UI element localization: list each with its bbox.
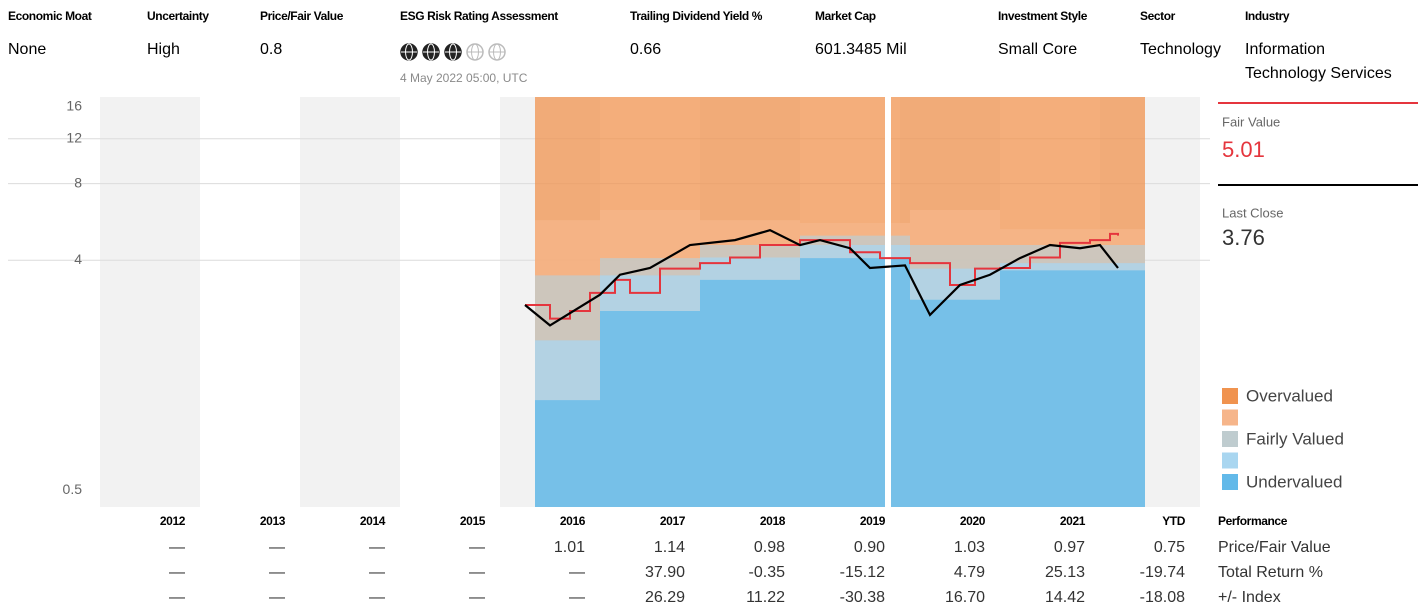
legend-swatch: [1222, 431, 1238, 447]
data-gap: [885, 97, 891, 507]
table-cell: —: [469, 539, 485, 556]
header-value: None: [8, 41, 46, 58]
table-cell: -30.38: [840, 589, 885, 606]
year-label: 2012: [160, 514, 186, 528]
header-value: 0.66: [630, 41, 661, 58]
legend-swatch: [1222, 452, 1238, 469]
last-close: 3.76: [1222, 225, 1265, 250]
legend-swatch: [1222, 409, 1238, 426]
table-cell: 0.90: [854, 539, 885, 556]
table-cell: —: [169, 589, 185, 606]
year-label: YTD: [1162, 514, 1186, 528]
table-cell: —: [169, 539, 185, 556]
table-cell: -19.74: [1140, 564, 1185, 581]
table-header: Performance: [1218, 514, 1288, 528]
year-label: 2019: [860, 514, 886, 528]
header-label: Market Cap: [815, 9, 876, 23]
table-cell: —: [469, 589, 485, 606]
fair-value-line: [525, 232, 1119, 320]
year-label: 2020: [960, 514, 986, 528]
table-cell: 25.13: [1045, 564, 1085, 581]
fair-value: 5.01: [1222, 137, 1265, 162]
table-cell: —: [369, 564, 385, 581]
row-label: Price/Fair Value: [1218, 539, 1331, 556]
y-tick-label: 8: [74, 174, 82, 190]
y-tick-label: 12: [66, 129, 82, 145]
table-cell: —: [269, 564, 285, 581]
y-tick-label: 0.5: [63, 481, 83, 497]
esg-date: 4 May 2022 05:00, UTC: [400, 71, 528, 85]
table-cell: —: [169, 564, 185, 581]
year-label: 2018: [760, 514, 786, 528]
fair-value-label: Fair Value: [1222, 114, 1280, 129]
row-label: Total Return %: [1218, 564, 1323, 581]
table-cell: 1.01: [554, 539, 585, 556]
table-cell: 1.14: [654, 539, 685, 556]
table-cell: -18.08: [1140, 589, 1185, 606]
table-cell: 26.29: [645, 589, 685, 606]
header-label: ESG Risk Rating Assessment: [400, 9, 558, 23]
header-label: Uncertainty: [147, 9, 209, 23]
table-cell: 0.75: [1154, 539, 1185, 556]
header-value: Technology: [1140, 41, 1221, 58]
y-tick-label: 4: [74, 251, 82, 267]
header-label: Price/Fair Value: [260, 9, 344, 23]
table-cell: 4.79: [954, 564, 985, 581]
year-label: 2017: [660, 514, 686, 528]
header-value: 0.8: [260, 41, 282, 58]
table-cell: —: [569, 589, 585, 606]
legend-swatch: [1222, 388, 1238, 404]
table-cell: 1.03: [954, 539, 985, 556]
table-cell: -15.12: [840, 564, 885, 581]
header-label: Sector: [1140, 9, 1176, 23]
year-label: 2016: [560, 514, 586, 528]
table-cell: 0.98: [754, 539, 785, 556]
y-tick-label: 16: [66, 98, 82, 114]
header-label: Economic Moat: [8, 9, 92, 23]
header-label: Industry: [1245, 9, 1290, 23]
table-cell: 16.70: [945, 589, 985, 606]
year-label: 2013: [260, 514, 286, 528]
table-cell: —: [369, 589, 385, 606]
year-label: 2014: [360, 514, 386, 528]
year-label: 2015: [460, 514, 486, 528]
valuation-band: [535, 258, 1145, 507]
header-label: Investment Style: [998, 9, 1088, 23]
table-cell: 0.97: [1054, 539, 1085, 556]
column-band: [300, 97, 400, 507]
table-cell: -0.35: [749, 564, 786, 581]
table-cell: —: [269, 539, 285, 556]
legend-swatch: [1222, 474, 1238, 490]
header-value: Small Core: [998, 41, 1077, 58]
legend-label: Overvalued: [1246, 386, 1333, 405]
table-cell: 37.90: [645, 564, 685, 581]
table-cell: —: [269, 589, 285, 606]
table-cell: —: [469, 564, 485, 581]
legend-label: Fairly Valued: [1246, 429, 1344, 448]
table-cell: 11.22: [746, 589, 785, 606]
column-band: [100, 97, 200, 507]
last-close-label: Last Close: [1222, 205, 1283, 220]
legend-label: Undervalued: [1246, 472, 1342, 491]
price-line: [524, 229, 1119, 327]
row-label: +/- Index: [1218, 589, 1281, 606]
table-cell: 14.42: [1045, 589, 1085, 606]
table-cell: —: [369, 539, 385, 556]
header-label: Trailing Dividend Yield %: [630, 9, 763, 23]
header-value: Information Technology Services: [1245, 41, 1392, 82]
header-value: High: [147, 41, 180, 58]
year-label: 2021: [1060, 514, 1086, 528]
table-cell: —: [569, 564, 585, 581]
header-value: 601.3485 Mil: [815, 41, 907, 58]
